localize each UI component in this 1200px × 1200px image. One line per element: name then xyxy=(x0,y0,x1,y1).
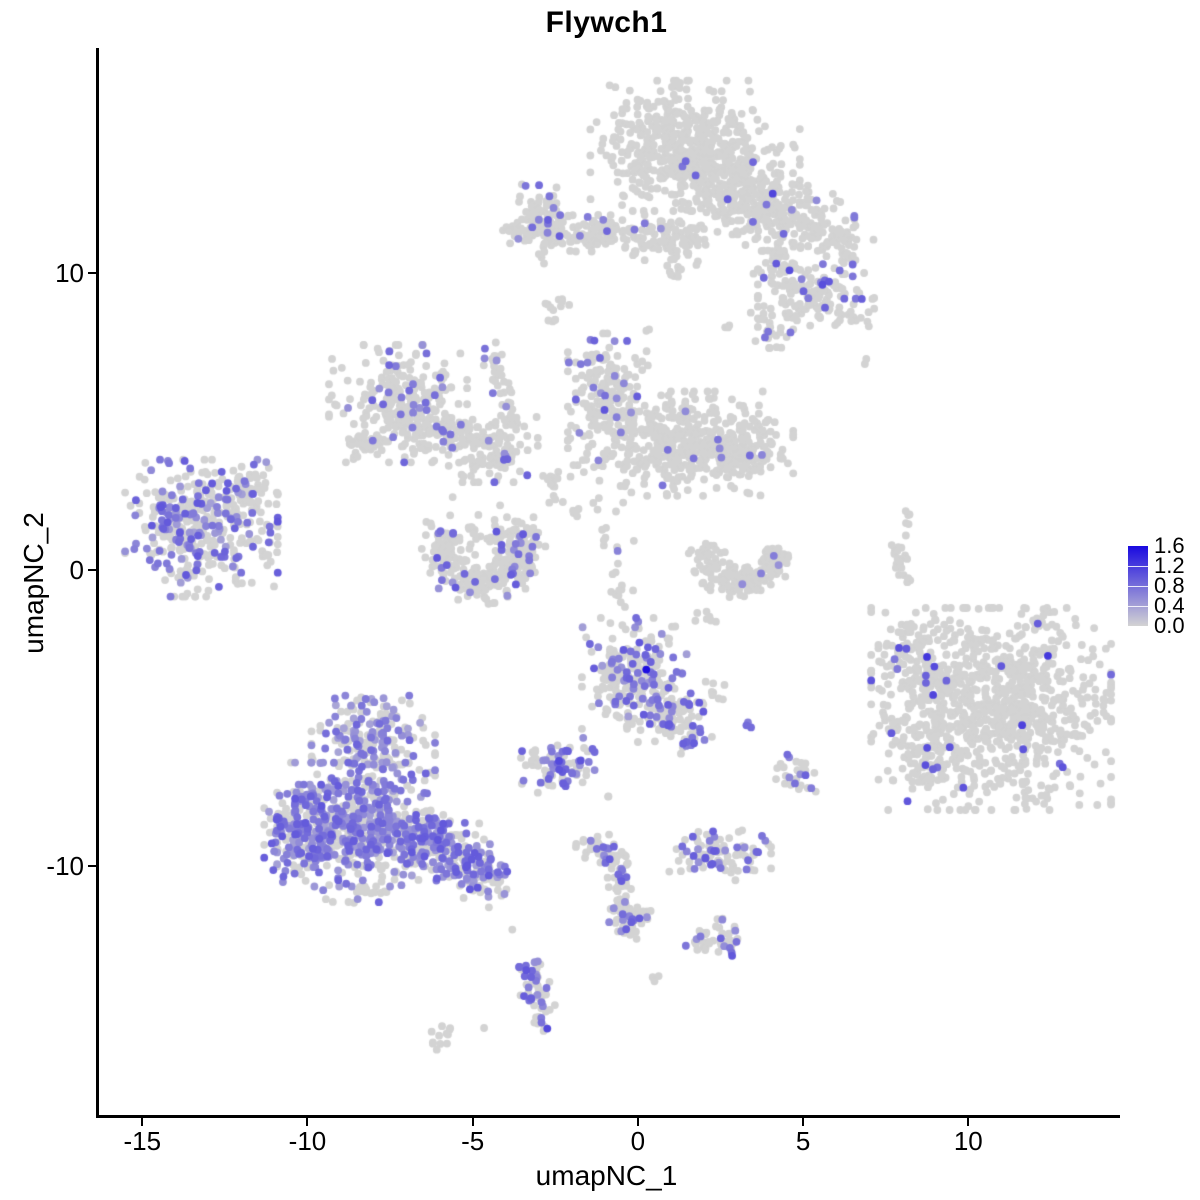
legend-tick-label: 1.6 xyxy=(1154,533,1185,558)
x-tick-label: -5 xyxy=(461,1126,485,1156)
legend-tick-label: 0.8 xyxy=(1154,573,1185,598)
legend-tick-label: 1.2 xyxy=(1154,553,1185,578)
y-tick-mark xyxy=(88,272,96,275)
plot-title: Flywch1 xyxy=(545,6,668,39)
x-tick-label: 0 xyxy=(630,1126,646,1156)
x-tick-mark xyxy=(306,1118,309,1126)
x-tick-label: 5 xyxy=(795,1126,811,1156)
y-tick-mark xyxy=(88,568,96,571)
x-tick-mark xyxy=(802,1118,805,1126)
y-tick-mark xyxy=(88,865,96,868)
legend-tick-label: 0.4 xyxy=(1154,593,1185,618)
y-axis-title: umapNC_2 xyxy=(18,512,49,654)
x-axis-title: umapNC_1 xyxy=(535,1160,678,1191)
x-tick-label: 10 xyxy=(953,1126,983,1156)
plot-panel xyxy=(96,48,1120,1118)
x-tick-mark xyxy=(967,1118,970,1126)
y-tick-label: 0 xyxy=(69,554,84,585)
x-tick-mark xyxy=(141,1118,144,1126)
y-tick-label: -10 xyxy=(46,851,84,882)
y-tick-label: 10 xyxy=(55,258,84,289)
x-tick-mark xyxy=(471,1118,474,1126)
legend-tick-mark xyxy=(1128,566,1148,567)
x-tick-label: -15 xyxy=(123,1126,162,1156)
x-tick-label: -10 xyxy=(288,1126,327,1156)
legend-tick-mark xyxy=(1128,586,1148,587)
legend-tick-mark xyxy=(1128,606,1148,607)
umap-scatter-canvas xyxy=(99,48,1120,1115)
x-tick-mark xyxy=(636,1118,639,1126)
legend-gradient-bar xyxy=(1128,546,1148,626)
legend-tick-label: 0.0 xyxy=(1154,613,1185,638)
